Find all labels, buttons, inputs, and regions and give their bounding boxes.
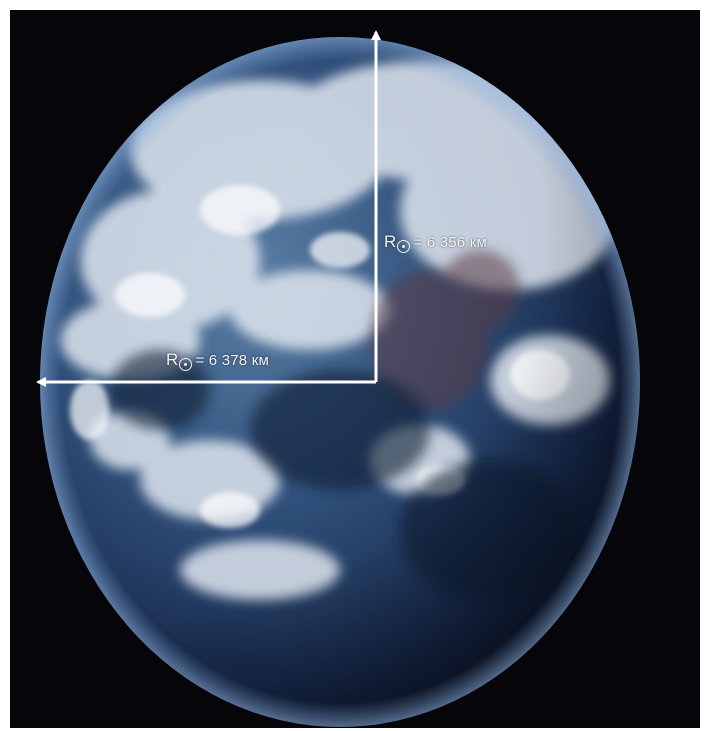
equatorial-radius-label: R = 6 378 км xyxy=(166,350,269,371)
earth-photo xyxy=(36,30,640,727)
equatorial-radius-prefix: R xyxy=(166,350,179,369)
polar-radius-prefix: R xyxy=(384,232,397,251)
polar-radius-label: R = 6 356 км xyxy=(384,232,487,253)
photo-frame: R = 6 356 км R = 6 378 км xyxy=(10,10,700,728)
equatorial-radius-value: = 6 378 км xyxy=(195,352,269,369)
polar-radius-value: = 6 356 км xyxy=(413,234,487,251)
sun-symbol-icon xyxy=(179,358,193,371)
sun-symbol-icon xyxy=(397,240,411,253)
